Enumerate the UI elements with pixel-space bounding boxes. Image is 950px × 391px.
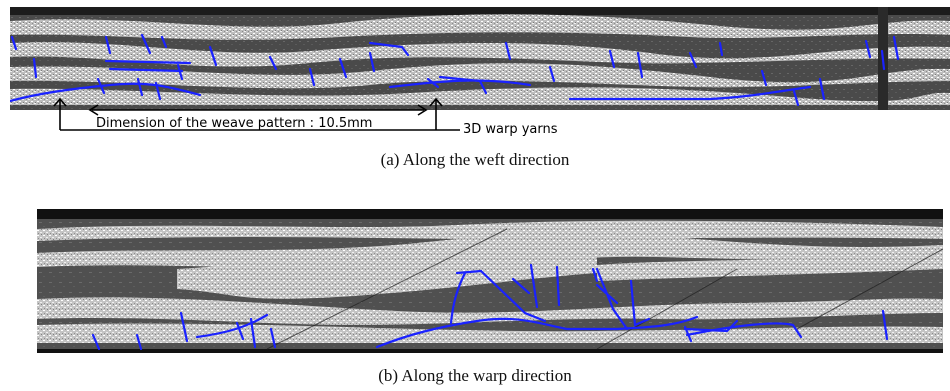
yarn-band [177, 235, 597, 299]
annotation-brackets [53, 97, 460, 131]
panel-b [37, 209, 943, 353]
yarn-band [10, 87, 950, 105]
yarn-band [37, 220, 943, 241]
crack-lines [10, 33, 900, 107]
weft-micrograph [10, 7, 950, 110]
yarn-band [597, 255, 943, 281]
warp-yarns-label: 3D warp yarns [463, 122, 558, 137]
warp-micrograph [37, 209, 943, 353]
panel-a [10, 7, 950, 110]
crack-lines [91, 263, 889, 351]
yarn-band [10, 41, 950, 67]
dimension-label: Dimension of the weave pattern : 10.5mm [96, 116, 373, 131]
yarn-band [37, 323, 943, 343]
yarn-band [10, 14, 950, 40]
yarn-band [10, 63, 950, 89]
caption-a: (a) Along the weft direction [380, 150, 570, 169]
caption-b: (b) Along the warp direction [378, 366, 572, 385]
